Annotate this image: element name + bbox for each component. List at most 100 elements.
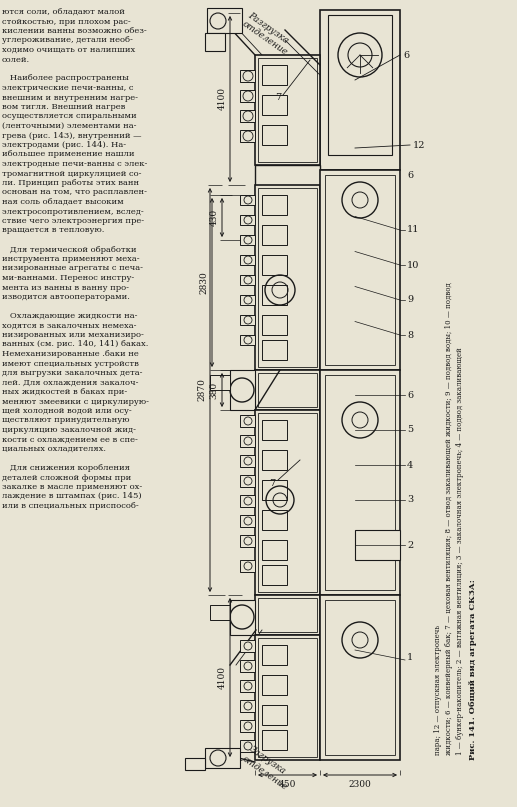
Bar: [258, 58, 317, 162]
Bar: [325, 600, 395, 755]
Text: 450: 450: [279, 780, 296, 789]
Text: 10: 10: [407, 261, 419, 270]
Text: вращается в тепловую.: вращается в тепловую.: [2, 227, 104, 235]
Bar: [240, 90, 255, 102]
Text: 3: 3: [407, 495, 413, 504]
Text: Немеханизированные .баки не: Немеханизированные .баки не: [2, 350, 139, 358]
Text: ходимо очищать от налипших: ходимо очищать от налипших: [2, 46, 135, 54]
Text: кислении ванны возможно обез-: кислении ванны возможно обез-: [2, 27, 147, 35]
Bar: [258, 373, 317, 407]
Bar: [240, 475, 255, 487]
Bar: [240, 195, 255, 205]
Text: ются соли, обладают малой: ются соли, обладают малой: [2, 8, 125, 16]
Text: 7: 7: [269, 479, 275, 487]
Text: 8: 8: [407, 331, 413, 340]
Bar: [240, 110, 255, 122]
Text: меняют змеевики с циркулирую-: меняют змеевики с циркулирую-: [2, 398, 149, 405]
Text: 6: 6: [407, 170, 413, 179]
Bar: [320, 170, 400, 370]
Text: 9: 9: [407, 295, 413, 304]
Bar: [258, 598, 317, 632]
Text: 5: 5: [407, 425, 413, 434]
Bar: [240, 435, 255, 447]
Bar: [240, 235, 255, 245]
Bar: [240, 680, 255, 692]
Text: (ленточными) элементами на-: (ленточными) элементами на-: [2, 122, 136, 130]
Bar: [240, 660, 255, 672]
Text: Наиболее распространены: Наиболее распространены: [2, 74, 129, 82]
Text: для выгрузки закалочных дета-: для выгрузки закалочных дета-: [2, 369, 143, 377]
Text: жидкости; 6 — конвейерный бак; 7 — цеховая вентиляция; 8 — отвод закаливающей жи: жидкости; 6 — конвейерный бак; 7 — цехов…: [445, 282, 453, 755]
Text: ванных (см. рис. 140, 141) баках.: ванных (см. рис. 140, 141) баках.: [2, 341, 148, 349]
Text: Для снижения коробления: Для снижения коробления: [2, 464, 130, 472]
Text: ществляют принудительную: ществляют принудительную: [2, 416, 129, 424]
Text: внешним и внутренним нагре-: внешним и внутренним нагре-: [2, 94, 138, 102]
Bar: [240, 295, 255, 305]
Bar: [262, 450, 287, 470]
Bar: [230, 600, 255, 635]
Text: циальных охладителях.: циальных охладителях.: [2, 445, 106, 453]
Bar: [320, 595, 400, 760]
Text: 2300: 2300: [348, 780, 371, 789]
Text: вом тигля. Внешний нагрев: вом тигля. Внешний нагрев: [2, 103, 126, 111]
Bar: [262, 510, 287, 530]
Bar: [262, 225, 287, 245]
Bar: [262, 540, 287, 560]
Text: Разгрузка: Разгрузка: [246, 10, 290, 45]
Text: 2830: 2830: [200, 271, 208, 294]
Bar: [262, 255, 287, 275]
Bar: [240, 130, 255, 142]
Text: имеют специальных устройств: имеют специальных устройств: [2, 359, 139, 367]
Text: 1: 1: [407, 654, 413, 663]
Bar: [255, 165, 320, 190]
Bar: [255, 595, 320, 635]
Bar: [240, 415, 255, 427]
Text: циркуляцию закалочной жид-: циркуляцию закалочной жид-: [2, 426, 136, 434]
Bar: [262, 95, 287, 115]
Bar: [262, 315, 287, 335]
Text: отделение: отделение: [240, 754, 290, 792]
Bar: [240, 535, 255, 547]
Text: электросопротивлением, вслед-: электросопротивлением, вслед-: [2, 207, 144, 215]
Bar: [240, 495, 255, 507]
Text: 4100: 4100: [218, 666, 226, 689]
Bar: [262, 420, 287, 440]
Text: 4100: 4100: [218, 87, 226, 111]
Bar: [262, 340, 287, 360]
Bar: [240, 315, 255, 325]
Text: ных жидкостей в баках при-: ных жидкостей в баках при-: [2, 388, 127, 396]
Text: 430: 430: [209, 209, 219, 226]
Bar: [262, 285, 287, 305]
Bar: [210, 375, 230, 390]
Text: электродные печи-ванны с элек-: электродные печи-ванны с элек-: [2, 160, 147, 168]
Text: 7: 7: [275, 94, 281, 102]
Text: осуществляется спиральными: осуществляется спиральными: [2, 112, 136, 120]
Bar: [240, 335, 255, 345]
Text: стойкостью, при плохом рас-: стойкостью, при плохом рас-: [2, 18, 131, 26]
Bar: [328, 15, 392, 155]
Bar: [258, 413, 317, 592]
Bar: [205, 33, 225, 51]
Bar: [262, 675, 287, 695]
Text: кости с охлаждением ее в спе-: кости с охлаждением ее в спе-: [2, 436, 138, 444]
Bar: [355, 530, 400, 560]
Text: Для термической обработки: Для термической обработки: [2, 245, 136, 253]
Text: мента из ванны в ванну про-: мента из ванны в ванну про-: [2, 283, 129, 291]
Bar: [240, 740, 255, 752]
Text: 6: 6: [407, 391, 413, 399]
Bar: [207, 8, 242, 33]
Text: 2: 2: [407, 541, 413, 550]
Bar: [262, 195, 287, 215]
Text: 12: 12: [413, 140, 425, 149]
Text: пара; 12 — отпускная электропечь: пара; 12 — отпускная электропечь: [434, 625, 442, 755]
Text: 1 — бункер-накопитель; 2 — вытяжная вентиляция; 3 — закалочная электропечь; 4 — : 1 — бункер-накопитель; 2 — вытяжная вент…: [456, 347, 464, 755]
Text: инструмента применяют меха-: инструмента применяют меха-: [2, 255, 140, 263]
Bar: [258, 188, 317, 367]
Bar: [262, 480, 287, 500]
Bar: [262, 705, 287, 725]
Bar: [255, 635, 320, 760]
Text: ходятся в закалочных немеха-: ходятся в закалочных немеха-: [2, 321, 136, 329]
Text: отделение: отделение: [240, 19, 290, 57]
Bar: [262, 565, 287, 585]
Bar: [240, 275, 255, 285]
